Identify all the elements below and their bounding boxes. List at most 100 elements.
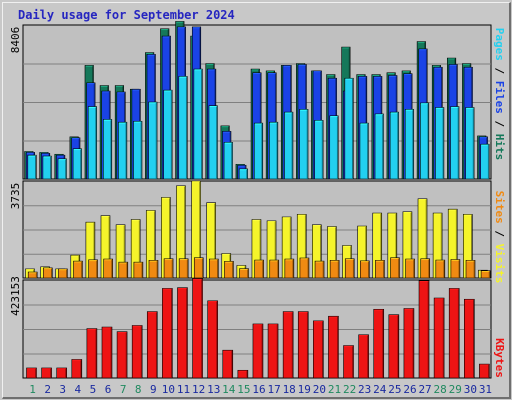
pages-bar bbox=[87, 106, 97, 180]
x-axis-day-label: 20 bbox=[313, 383, 326, 396]
pages-bar bbox=[148, 101, 158, 180]
kbytes-bar bbox=[403, 308, 415, 379]
sites-bar bbox=[73, 260, 83, 279]
sites-bar bbox=[269, 259, 280, 279]
kbytes-bar bbox=[448, 288, 460, 379]
x-axis-day-label: 21 bbox=[328, 383, 341, 396]
pages-bar bbox=[178, 76, 188, 180]
kbytes-bar bbox=[328, 315, 339, 379]
kbytes-bar bbox=[252, 323, 264, 379]
kbytes-bar bbox=[313, 320, 324, 379]
pages-bar bbox=[299, 109, 309, 180]
pages-bar bbox=[480, 143, 490, 180]
x-axis-day-label: 14 bbox=[222, 383, 236, 396]
sites-bar bbox=[209, 258, 219, 279]
pages-bar bbox=[269, 121, 279, 180]
sites-bar bbox=[254, 259, 264, 279]
legend-hits-files-pages: Pages / Files / Hits bbox=[493, 28, 506, 161]
y-axis-max-label: 8406 bbox=[9, 27, 22, 54]
x-axis-day-label: 29 bbox=[449, 383, 462, 396]
pages-bar bbox=[238, 168, 248, 180]
sites-bar bbox=[42, 267, 53, 279]
x-axis-day-label: 7 bbox=[120, 383, 127, 396]
legend-sites-visits: Sites / Visits bbox=[493, 191, 506, 284]
x-axis-day-label: 16 bbox=[252, 383, 265, 396]
kbytes-bar bbox=[41, 367, 52, 379]
kbytes-bar bbox=[267, 323, 279, 379]
x-axis-day-label: 28 bbox=[434, 383, 447, 396]
pages-bar bbox=[193, 68, 203, 180]
pages-bar bbox=[57, 158, 67, 180]
x-axis-day-label: 30 bbox=[464, 383, 477, 396]
legend-sites-visits-part: / bbox=[493, 224, 506, 244]
x-axis-day-label: 13 bbox=[207, 383, 220, 396]
kbytes-bar bbox=[479, 363, 490, 379]
sites-bar bbox=[27, 271, 38, 279]
pages-bar bbox=[208, 105, 218, 180]
pages-bar bbox=[450, 106, 460, 180]
sites-bar bbox=[344, 258, 355, 279]
sites-bar bbox=[420, 258, 431, 279]
sites-bar bbox=[299, 257, 310, 279]
sites-bar bbox=[163, 258, 174, 279]
kbytes-bar bbox=[101, 326, 113, 379]
pages-bar bbox=[27, 154, 37, 180]
sites-bar bbox=[360, 260, 370, 279]
sites-bar bbox=[314, 260, 325, 279]
x-axis-day-label: 2 bbox=[44, 383, 51, 396]
y-axis-max-label: 3735 bbox=[9, 183, 22, 210]
pages-bar bbox=[404, 109, 415, 180]
kbytes-bar bbox=[131, 325, 143, 379]
legend-hits-files-pages-part: Files bbox=[493, 81, 506, 114]
x-axis-day-label: 5 bbox=[90, 383, 97, 396]
sites-bar bbox=[118, 261, 129, 279]
kbytes-bar bbox=[418, 280, 430, 379]
sites-bar bbox=[224, 261, 234, 279]
pages-bar bbox=[435, 107, 445, 180]
sites-bar bbox=[178, 258, 189, 279]
sites-bar bbox=[435, 259, 446, 279]
x-axis-day-label: 15 bbox=[237, 383, 250, 396]
sites-bar bbox=[450, 259, 461, 279]
x-axis-day-label: 18 bbox=[283, 383, 296, 396]
kbytes-bar bbox=[26, 367, 37, 379]
pages-bar bbox=[253, 122, 264, 180]
kbytes-bar bbox=[56, 367, 67, 379]
kbytes-bar bbox=[146, 311, 158, 379]
sites-bar bbox=[375, 260, 385, 279]
x-axis-day-label: 12 bbox=[192, 383, 205, 396]
legend-hits-files-pages-part: / bbox=[493, 114, 506, 134]
kbytes-bar bbox=[373, 308, 385, 379]
chart-title: Daily usage for September 2024 bbox=[18, 8, 235, 22]
pages-bar bbox=[344, 77, 354, 180]
x-axis-day-label: 22 bbox=[343, 383, 356, 396]
x-axis-day-label: 3 bbox=[59, 383, 66, 396]
legend-kbytes: KBytes bbox=[493, 338, 506, 378]
x-axis-day-label: 8 bbox=[135, 383, 142, 396]
sites-bar bbox=[390, 257, 400, 279]
y-axis-max-label: 423153 bbox=[9, 276, 22, 316]
kbytes-bar bbox=[222, 349, 234, 379]
pages-bar bbox=[389, 111, 399, 180]
pages-bar bbox=[118, 121, 128, 180]
pages-bar bbox=[284, 111, 294, 180]
sites-bar bbox=[284, 258, 295, 279]
x-axis-day-label: 25 bbox=[388, 383, 401, 396]
kbytes-bar bbox=[433, 297, 445, 379]
sites-bar bbox=[88, 259, 98, 279]
kbytes-bar bbox=[192, 278, 203, 379]
kbytes-bar bbox=[464, 298, 475, 379]
x-axis-day-label: 17 bbox=[267, 383, 280, 396]
x-axis-day-label: 19 bbox=[298, 383, 311, 396]
sites-bar bbox=[103, 258, 113, 279]
x-axis-day-label: 24 bbox=[373, 383, 387, 396]
kbytes-bar bbox=[297, 311, 309, 379]
pages-bar bbox=[374, 113, 384, 180]
pages-bar bbox=[223, 142, 233, 180]
kbytes-bar bbox=[71, 359, 83, 379]
sites-bar bbox=[405, 258, 415, 279]
sites-bar bbox=[193, 257, 204, 279]
kbytes-bar bbox=[358, 334, 369, 379]
x-axis-day-label: 1 bbox=[29, 383, 36, 396]
